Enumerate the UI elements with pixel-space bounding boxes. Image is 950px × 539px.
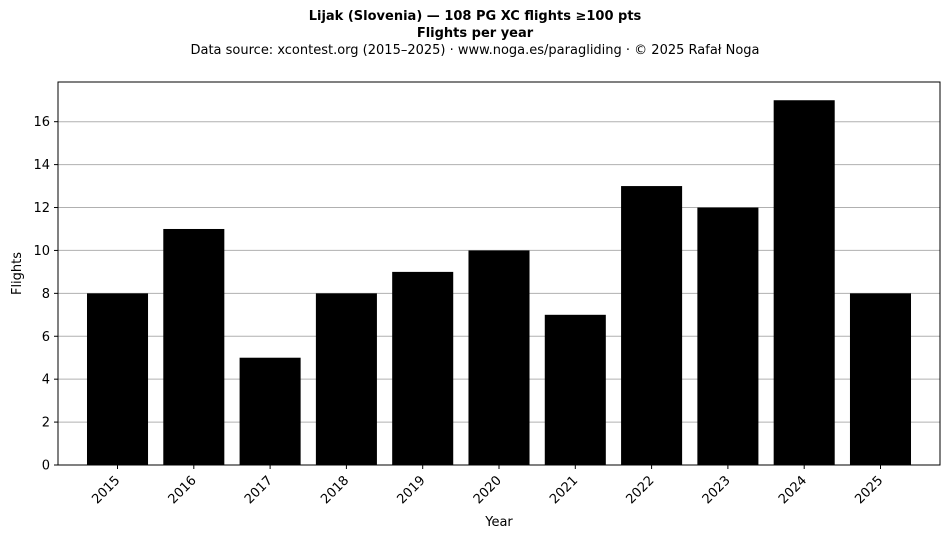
- x-tick-label: 2021: [547, 473, 581, 507]
- y-tick-label: 6: [42, 330, 50, 345]
- y-tick-label: 8: [42, 287, 50, 302]
- bar-2022: [621, 186, 683, 465]
- bars: [86, 100, 912, 466]
- bar-2018: [315, 293, 377, 465]
- x-tick-label: 2016: [166, 473, 200, 507]
- y-tick-label: 4: [42, 373, 50, 388]
- y-tick-label: 2: [42, 416, 50, 431]
- y-axis-label: Flights: [10, 252, 25, 295]
- bar-2015: [86, 293, 149, 465]
- y-tick-label: 14: [33, 158, 50, 173]
- x-axis-ticks: 2015 2016 2017 2018 2019 2020 2021 2022 2023 2024…: [89, 465, 886, 507]
- x-tick-label: 2018: [318, 473, 352, 507]
- x-axis-label: Year: [484, 515, 513, 530]
- x-tick-label: 2024: [776, 473, 810, 507]
- y-tick-label: 0: [42, 459, 50, 474]
- chart-title: Lijak (Slovenia) — 108 PG XC flights ≥10…: [308, 9, 642, 24]
- x-tick-label: 2015: [89, 473, 123, 507]
- x-tick-label: 2019: [395, 473, 429, 507]
- chart-titles: Lijak (Slovenia) — 108 PG XC flights ≥10…: [0, 8, 950, 59]
- x-tick-label: 2017: [242, 473, 276, 507]
- bar-2023: [697, 207, 759, 466]
- y-axis-ticks: 0 2 4 6 8 10 12 14 16: [33, 115, 58, 474]
- y-tick-label: 12: [33, 201, 50, 216]
- bar-2025: [849, 293, 912, 465]
- y-tick-label: 10: [33, 244, 50, 259]
- bar-2017: [239, 357, 301, 465]
- x-tick-label: 2023: [700, 473, 734, 507]
- bar-2020: [468, 250, 530, 465]
- x-tick-label: 2025: [852, 473, 886, 507]
- bar-2016: [163, 228, 225, 465]
- chart-source-note: Data source: xcontest.org (2015–2025) · …: [190, 43, 760, 58]
- bar-2019: [392, 271, 454, 465]
- chart-subtitle: Flights per year: [416, 26, 534, 41]
- x-tick-label: 2020: [471, 473, 505, 507]
- y-tick-label: 16: [33, 115, 50, 130]
- bar-2021: [544, 314, 606, 465]
- x-tick-label: 2022: [623, 473, 657, 507]
- bar-2024: [773, 100, 835, 465]
